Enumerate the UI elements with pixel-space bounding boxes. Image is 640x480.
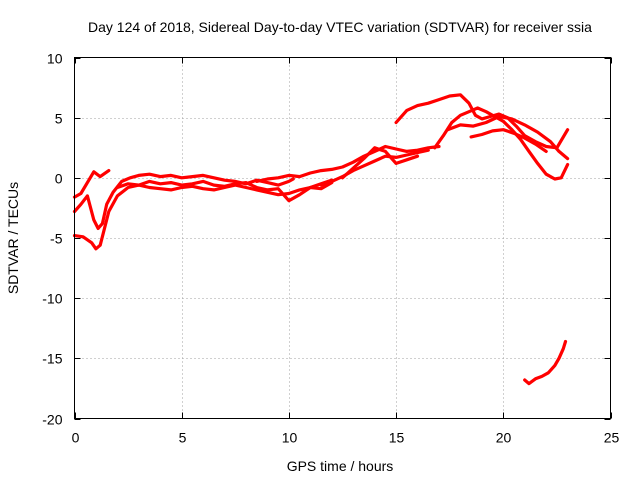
y-tick-label: -10 (42, 291, 62, 307)
series-trace-9 (433, 106, 570, 181)
x-tick-label: 15 (389, 430, 405, 446)
x-tick-label: 25 (604, 430, 620, 446)
axis-ticks (74, 57, 612, 420)
series-trace-8 (394, 93, 570, 150)
x-tick-label: 0 (72, 430, 80, 446)
y-tick-label: 0 (55, 171, 63, 187)
series-group (72, 93, 570, 386)
y-tick-label: 10 (47, 51, 63, 67)
y-tick-label: -5 (50, 231, 63, 247)
series-trace-6 (319, 148, 430, 187)
series-trace-11 (469, 128, 548, 153)
tick-labels: 0 5 10 15 20 25 -20 -15 -10 -5 0 5 10 (42, 51, 619, 446)
y-axis-label: SDTVAR / TECUs (5, 182, 21, 294)
grid (74, 57, 611, 419)
series-trace-3 (72, 169, 111, 199)
y-tick-label: -20 (42, 412, 62, 428)
series-trace-7 (340, 146, 420, 180)
series-trace-12 (523, 339, 568, 386)
chart-title: Day 124 of 2018, Sidereal Day-to-day VTE… (88, 19, 592, 35)
series-trace-4 (115, 179, 334, 203)
x-tick-label: 5 (179, 430, 187, 446)
series-trace-1 (72, 172, 295, 230)
y-tick-label: -15 (42, 351, 62, 367)
y-tick-label: 5 (55, 111, 63, 127)
x-tick-label: 20 (496, 430, 512, 446)
series-trace-5 (255, 144, 441, 183)
series-trace-10 (446, 114, 570, 161)
x-tick-label: 10 (282, 430, 298, 446)
x-axis-label: GPS time / hours (287, 458, 394, 474)
